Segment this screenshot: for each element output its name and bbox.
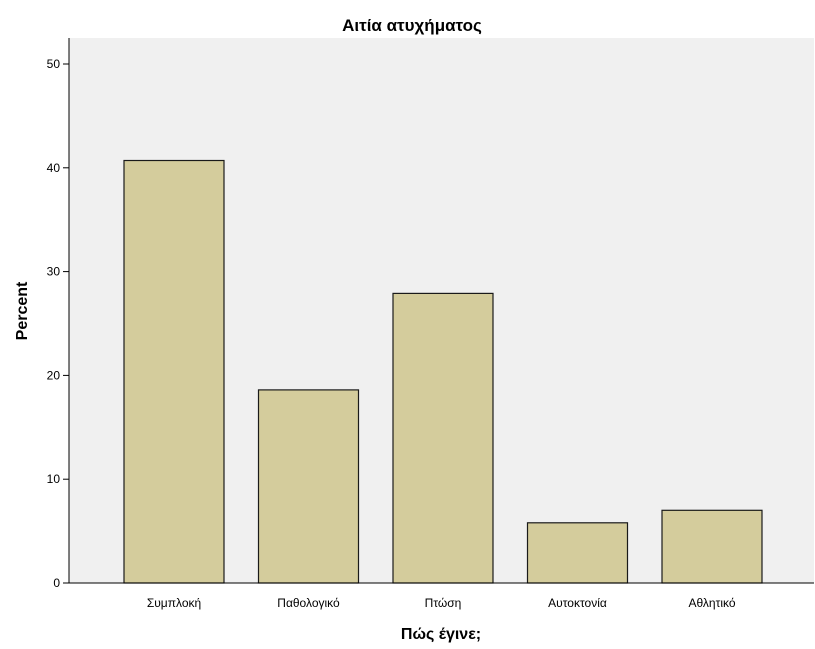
y-ticks: 0 10 20 30 40 50 (47, 57, 69, 590)
y-tick-label: 30 (47, 265, 61, 279)
y-tick-label: 50 (47, 57, 61, 71)
bars (123, 159, 763, 584)
x-axis-title: Πώς έγινε; (401, 626, 481, 643)
y-tick-label: 0 (53, 576, 60, 590)
y-axis-title: Percent (14, 281, 31, 340)
y-tick-label: 10 (47, 472, 61, 486)
bar-4 (526, 522, 629, 584)
y-tick-label: 40 (47, 161, 61, 175)
bar-2 (257, 389, 360, 584)
x-tick-label: Αθλητικό (688, 596, 735, 610)
x-category-labels: Συμπλοκή Παθολογικό Πτώση Αυτοκτονία Αθλητικ… (147, 596, 736, 610)
x-tick-label: Παθολογικό (277, 596, 340, 610)
chart-title: Αιτία ατυχήματος (342, 16, 482, 35)
bar-5 (661, 509, 763, 584)
y-tick-label: 20 (47, 368, 61, 382)
x-tick-label: Πτώση (425, 596, 462, 610)
x-tick-label: Αυτοκτονία (548, 596, 607, 610)
bar-3 (392, 292, 494, 584)
bar-1 (123, 159, 225, 584)
x-tick-label: Συμπλοκή (147, 596, 201, 610)
